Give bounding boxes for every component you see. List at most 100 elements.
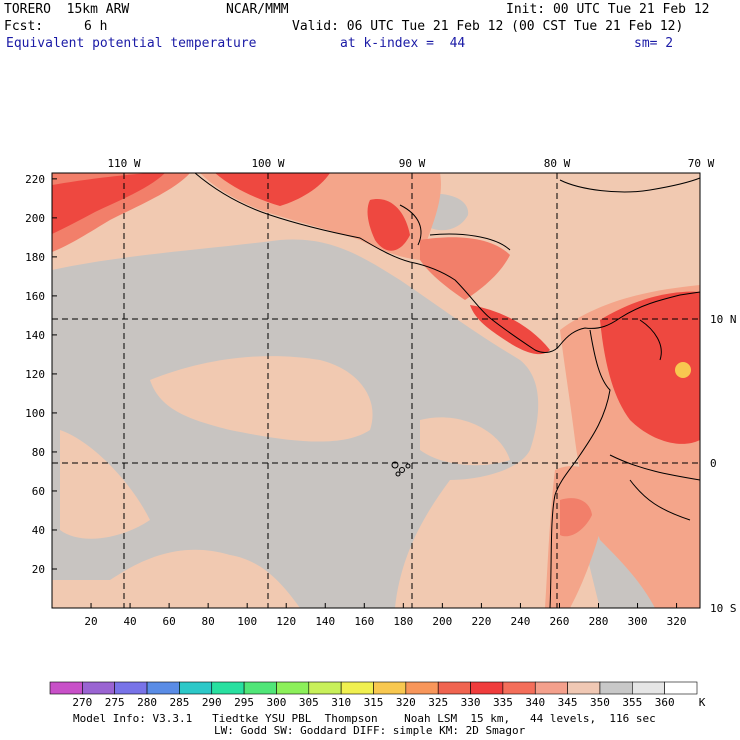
y-tick-label: 120 — [25, 368, 45, 381]
x-tick-label: 280 — [589, 615, 609, 628]
colorbar-swatch — [567, 681, 601, 695]
x-tick-label: 260 — [550, 615, 570, 628]
level-info: at k-index = 44 — [340, 36, 466, 51]
x-tick-label: 100 — [237, 615, 257, 628]
colorbar-swatch — [373, 681, 407, 695]
colorbar-label: 300 — [267, 696, 287, 709]
colorbar-label: 325 — [428, 696, 448, 709]
colorbar-label: 315 — [364, 696, 384, 709]
colorbar-label: 360 — [655, 696, 675, 709]
y-tick-label: 200 — [25, 212, 45, 225]
colorbar-label: 340 — [525, 696, 545, 709]
colorbar-swatch — [534, 681, 568, 695]
x-tick-label: 220 — [471, 615, 491, 628]
hot-region-guatemala — [367, 199, 410, 251]
warm-region-honduras — [420, 237, 510, 300]
y-tick-label: 60 — [32, 485, 45, 498]
x-tick-label: 140 — [315, 615, 335, 628]
colorbar-swatch — [146, 681, 180, 695]
map-frame — [51, 172, 701, 609]
init-time: Init: 00 UTC Tue 21 Feb 12 — [506, 2, 710, 17]
colorbar-label: 295 — [234, 696, 254, 709]
lon-label-100w: 100 W — [251, 157, 284, 170]
graticule — [52, 173, 700, 608]
forecast-hour: 6 h — [84, 19, 108, 34]
colorbar-swatch — [664, 681, 698, 695]
model-title: TORERO 15km ARW — [4, 2, 130, 17]
colorbar-swatch — [470, 681, 504, 695]
lon-label-90w: 90 W — [399, 157, 426, 170]
lat-label-0: 0 — [710, 457, 717, 470]
lon-label-110w: 110 W — [107, 157, 140, 170]
hotter-region-nw — [52, 173, 165, 234]
colorbar-swatch — [82, 681, 115, 695]
x-tick-label: 300 — [628, 615, 648, 628]
lon-label-70w: 70 W — [688, 157, 715, 170]
colorbar-swatch — [437, 681, 471, 695]
warm-patch-1 — [150, 356, 373, 442]
colorbar-label: 280 — [137, 696, 157, 709]
colorbar-label: 290 — [202, 696, 222, 709]
y-tick-label: 140 — [25, 329, 45, 342]
y-tick-label: 100 — [25, 407, 45, 420]
model-info-line2: LW: Godd SW: Goddard DIFF: simple KM: 2D… — [214, 724, 526, 737]
y-tick-label: 160 — [25, 290, 45, 303]
colorbar-swatch — [276, 681, 310, 695]
forecast-label: Fcst: — [4, 19, 44, 34]
colorbar-swatch — [631, 681, 665, 695]
y-tick-label: 180 — [25, 251, 45, 264]
valid-time: Valid: 06 UTC Tue 21 Feb 12 (00 CST Tue … — [292, 19, 684, 34]
colorbar-label: 335 — [493, 696, 513, 709]
peak-region — [675, 362, 691, 378]
x-tick-label: 180 — [393, 615, 413, 628]
colorbar-swatch — [49, 681, 83, 695]
x-tick-label: 320 — [667, 615, 687, 628]
lon-label-80w: 80 W — [544, 157, 571, 170]
colorbar-label: 285 — [169, 696, 189, 709]
colorbar-unit: K — [699, 696, 706, 709]
colorbar-swatch — [179, 681, 213, 695]
colorbar-label: 355 — [622, 696, 642, 709]
lat-label-10s: 10 S — [710, 602, 737, 615]
colorbar-label: 345 — [558, 696, 578, 709]
colorbar-label: 275 — [105, 696, 125, 709]
colorbar-swatch — [340, 681, 374, 695]
x-tick-label: 40 — [123, 615, 136, 628]
coastlines — [194, 172, 701, 609]
galapagos-islands — [391, 461, 411, 477]
lat-label-10n: 10 N — [710, 313, 737, 326]
smoothing-info: sm= 2 — [634, 36, 674, 51]
y-tick-label: 80 — [32, 446, 45, 459]
colorbar-label: 270 — [72, 696, 92, 709]
colorbar-swatch — [243, 681, 277, 695]
hot-region-mexico — [215, 173, 330, 206]
x-tick-label: 20 — [84, 615, 97, 628]
colorbar-swatch — [211, 681, 245, 695]
y-tick-label: 220 — [25, 173, 45, 186]
model-info-line1: Model Info: V3.3.1 Tiedtke YSU PBL Thomp… — [73, 712, 656, 725]
colorbar-label: 305 — [299, 696, 319, 709]
colorbar-label: 320 — [396, 696, 416, 709]
colorbar-label: 350 — [590, 696, 610, 709]
colorbar-swatch — [405, 681, 439, 695]
x-tick-label: 160 — [354, 615, 374, 628]
organization-label: NCAR/MMM — [226, 2, 289, 17]
hot-region-ecuador — [560, 498, 592, 537]
x-tick-label: 200 — [432, 615, 452, 628]
x-tick-label: 60 — [162, 615, 175, 628]
colorbar-swatch — [114, 681, 148, 695]
y-tick-label: 20 — [32, 563, 45, 576]
hot-region-venezuela — [600, 291, 700, 444]
warm-patch-3 — [420, 417, 510, 466]
colorbar — [49, 681, 698, 695]
colorbar-swatch — [502, 681, 536, 695]
y-tick-label: 40 — [32, 524, 45, 537]
field-name: Equivalent potential temperature — [6, 36, 257, 51]
colorbar-swatch — [308, 681, 342, 695]
x-tick-label: 80 — [202, 615, 215, 628]
colorbar-swatch — [599, 681, 633, 695]
x-tick-label: 120 — [276, 615, 296, 628]
hot-region-costa-rica — [470, 305, 550, 355]
colorbar-label: 310 — [331, 696, 351, 709]
